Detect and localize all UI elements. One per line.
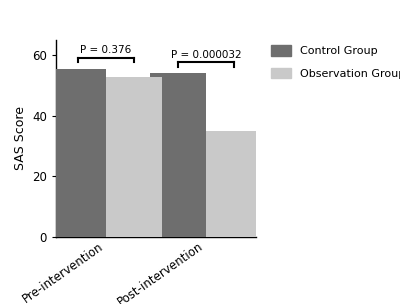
Y-axis label: SAS Score: SAS Score [14,106,26,170]
Bar [206,131,262,237]
Bar [150,73,206,237]
Bar [50,69,106,237]
Text: P = 0.000032: P = 0.000032 [171,50,241,60]
Bar [106,77,162,237]
Text: P = 0.376: P = 0.376 [80,45,132,55]
Legend: Control Group, Observation Group: Control Group, Observation Group [268,42,400,82]
